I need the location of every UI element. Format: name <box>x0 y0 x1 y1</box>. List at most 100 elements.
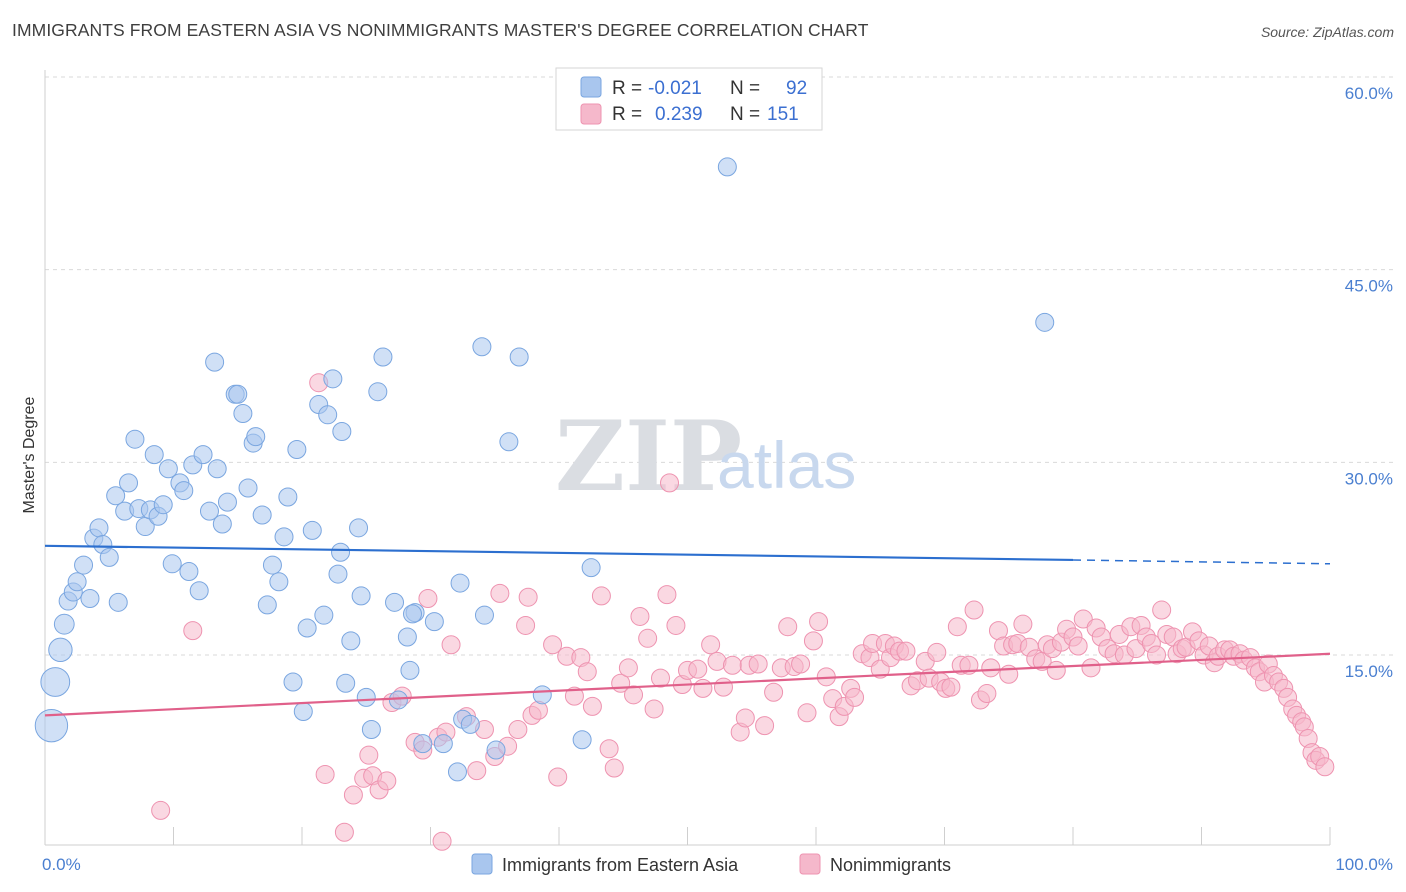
eastern-asia-point <box>297 618 317 638</box>
eastern-asia-point <box>450 573 470 593</box>
chart-title: IMMIGRANTS FROM EASTERN ASIA VS NONIMMIG… <box>12 20 869 40</box>
eastern-asia-point <box>472 337 492 357</box>
eastern-asia-point <box>403 604 423 624</box>
eastern-asia-point <box>368 382 388 402</box>
eastern-asia-point <box>246 427 266 447</box>
nonimmigrants-point <box>809 612 829 632</box>
eastern-asia-point <box>318 405 338 425</box>
eastern-asia-point <box>274 527 294 547</box>
eastern-asia-point <box>283 672 303 692</box>
bottom-legend-swatch-blue <box>471 853 493 875</box>
eastern-asia-point <box>179 562 199 582</box>
nonimmigrants-point <box>941 677 961 697</box>
eastern-asia-point <box>351 586 371 606</box>
y-tick-labels: 15.0% 30.0% 45.0% 60.0% <box>1345 84 1393 681</box>
x-tick-labels: 0.0% 100.0% <box>42 855 1393 874</box>
eastern-asia-point <box>193 445 213 465</box>
nonimmigrants-point <box>343 785 363 805</box>
eastern-asia-point <box>328 564 348 584</box>
x-tick-label: 100.0% <box>1335 855 1393 874</box>
nonimmigrants-point <box>927 642 947 662</box>
eastern-asia-point <box>400 660 420 680</box>
eastern-asia-point <box>108 592 128 612</box>
eastern-asia-point <box>331 542 351 562</box>
eastern-asia-point <box>424 612 444 632</box>
nonimmigrants-point <box>977 684 997 704</box>
nonimmigrants-point <box>543 635 563 655</box>
nonimmigrants-point <box>797 703 817 723</box>
legend-r-value-2: 0.239 <box>655 104 703 125</box>
nonimmigrants-point <box>516 615 536 635</box>
nonimmigrants-point <box>441 635 461 655</box>
nonimmigrants-point <box>604 758 624 778</box>
nonimmigrants-point <box>591 586 611 606</box>
eastern-asia-point <box>238 478 258 498</box>
nonimmigrants-point <box>1152 600 1172 620</box>
eastern-asia-point <box>205 352 225 372</box>
nonimmigrants-point <box>896 641 916 661</box>
eastern-asia-point <box>388 690 408 710</box>
nonimmigrants-point <box>735 708 755 728</box>
nonimmigrants-point <box>755 716 775 736</box>
nonimmigrants-point <box>1081 658 1101 678</box>
nonimmigrants-point <box>432 831 452 851</box>
nonimmigrants-point <box>418 588 438 608</box>
eastern-asia-point <box>413 734 433 754</box>
nonimmigrants-point <box>490 583 510 603</box>
eastern-asia-point <box>336 673 356 693</box>
nonimmigrants-point <box>638 628 658 648</box>
eastern-asia-point <box>532 685 552 705</box>
eastern-asia-trend-extension <box>1072 559 1331 565</box>
eastern-asia-point <box>144 445 164 465</box>
axes <box>44 70 1331 846</box>
nonimmigrants-point <box>964 600 984 620</box>
source-credit: Source: ZipAtlas.com <box>1260 24 1394 40</box>
eastern-asia-point <box>89 518 109 538</box>
eastern-asia-point <box>717 157 737 177</box>
nonimmigrants-point <box>618 658 638 678</box>
trend-lines <box>44 544 1331 717</box>
eastern-asia-point <box>293 702 313 722</box>
eastern-asia-point <box>302 520 322 540</box>
eastern-asia-point <box>269 572 289 592</box>
nonimmigrants-point <box>548 767 568 787</box>
watermark-atlas: atlas <box>717 428 856 502</box>
nonimmigrants-point <box>722 655 742 675</box>
legend-swatch-pink <box>580 103 602 125</box>
eastern-asia-point <box>447 762 467 782</box>
eastern-asia-point <box>153 495 173 515</box>
nonimmigrants-point <box>764 682 784 702</box>
nonimmigrants-point <box>577 662 597 682</box>
eastern-asia-point <box>67 572 87 592</box>
eastern-asia-point <box>48 637 73 663</box>
eastern-asia-point <box>572 730 592 750</box>
eastern-asia-point <box>509 347 529 367</box>
legend-n-label-1: N = <box>730 78 760 99</box>
nonimmigrants-point <box>657 585 677 605</box>
nonimmigrants-point <box>845 687 865 707</box>
nonimmigrants-point <box>183 621 203 641</box>
nonimmigrants-point <box>748 654 768 674</box>
legend-n-value-2: 151 <box>767 104 799 125</box>
nonimmigrants-point <box>1068 636 1088 656</box>
nonimmigrants-point <box>564 686 584 706</box>
eastern-asia-point <box>228 384 248 404</box>
eastern-asia-point <box>262 555 282 575</box>
nonimmigrants-point <box>791 654 811 674</box>
bottom-legend: Immigrants from Eastern Asia Nonimmigran… <box>471 853 951 875</box>
eastern-asia-point <box>356 687 376 707</box>
nonimmigrants-point <box>981 658 1001 678</box>
bottom-legend-swatch-pink <box>799 853 821 875</box>
eastern-asia-point <box>257 595 277 615</box>
nonimmigrants-point <box>630 606 650 626</box>
eastern-asia-point <box>74 555 94 575</box>
eastern-asia-point <box>217 492 237 512</box>
eastern-asia-point <box>189 581 209 601</box>
nonimmigrants-point <box>778 617 798 637</box>
nonimmigrants-point <box>1147 645 1167 665</box>
nonimmigrants-point <box>1046 660 1066 680</box>
y-axis-label: Master's Degree <box>21 396 38 513</box>
nonimmigrants-point <box>508 719 528 739</box>
eastern-asia-point <box>34 708 69 743</box>
